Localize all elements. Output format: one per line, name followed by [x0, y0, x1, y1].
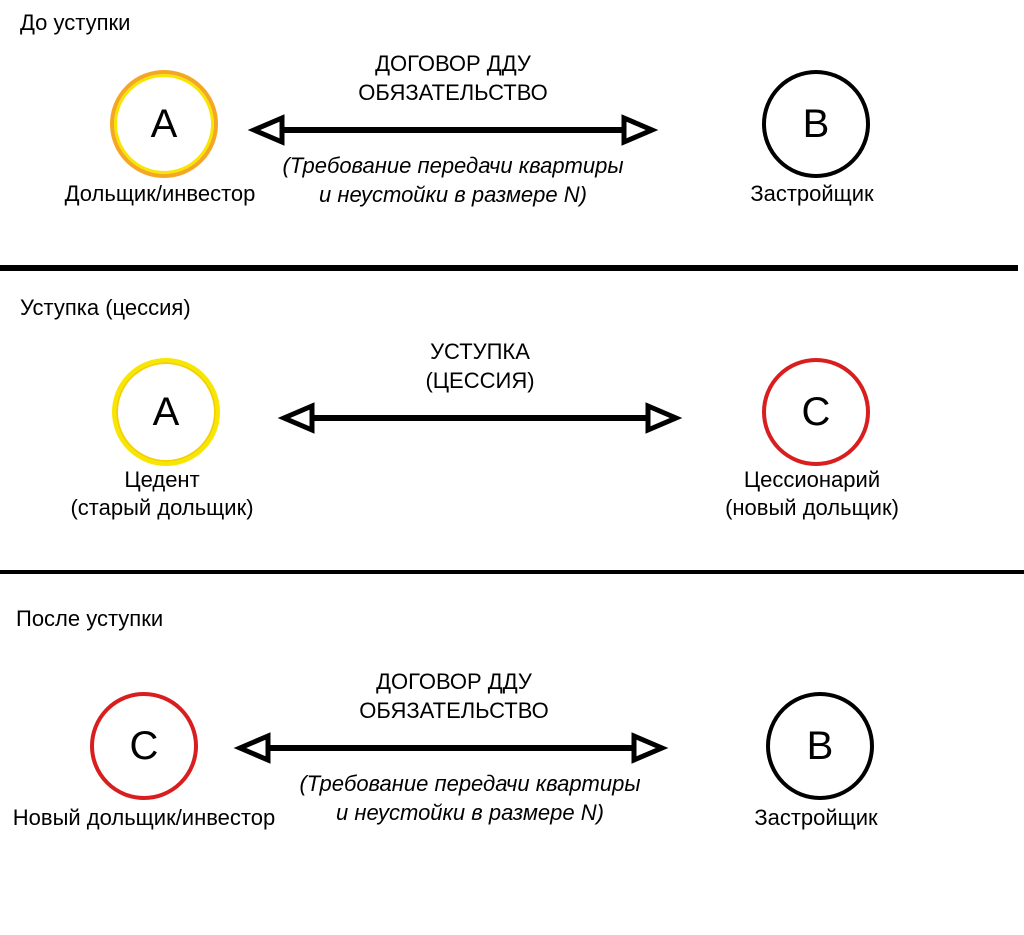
- node-a-cession: A: [112, 358, 220, 466]
- node-b-label-before: Застройщик: [712, 180, 912, 208]
- node-b-label-after: Застройщик: [716, 804, 916, 832]
- node-a-letter-2: A: [153, 390, 180, 435]
- node-b-letter: B: [803, 102, 830, 147]
- double-arrow-after: [236, 728, 666, 768]
- node-c-label-after: Новый дольщик/инвестор: [4, 804, 284, 832]
- diagram-canvas: До уступки A Дольщик/инвестор B Застройщ…: [0, 0, 1024, 935]
- node-a-letter: A: [151, 102, 178, 147]
- arrow-top-before: ДОГОВОР ДДУ ОБЯЗАТЕЛЬСТВО: [280, 50, 626, 107]
- node-c-letter-2: C: [130, 724, 159, 769]
- node-c-after: C: [90, 692, 198, 800]
- arrow-top-cession: УСТУПКА (ЦЕССИЯ): [330, 338, 630, 395]
- section-title-before: До уступки: [20, 10, 130, 36]
- node-b-letter-2: B: [807, 724, 834, 769]
- node-a-label-cession: Цедент (старый дольщик): [52, 466, 272, 521]
- node-c-letter: C: [802, 390, 831, 435]
- node-a-label-before: Дольщик/инвестор: [60, 180, 260, 208]
- arrow-top-after: ДОГОВОР ДДУ ОБЯЗАТЕЛЬСТВО: [281, 668, 627, 725]
- node-c-cession: C: [762, 358, 870, 466]
- node-b-after: B: [766, 692, 874, 800]
- node-b-before: B: [762, 70, 870, 178]
- node-a-before: A: [110, 70, 218, 178]
- section-title-after: После уступки: [16, 606, 163, 632]
- divider-1: [0, 265, 1018, 271]
- double-arrow-before: [250, 110, 656, 150]
- divider-2: [0, 570, 1024, 574]
- section-title-cession: Уступка (цессия): [20, 295, 191, 321]
- arrow-sub-before: (Требование передачи квартиры и неустойк…: [260, 152, 646, 209]
- node-c-label-cession: Цессионарий (новый дольщик): [702, 466, 922, 521]
- double-arrow-cession: [280, 398, 680, 438]
- arrow-sub-after: (Требование передачи квартиры и неустойк…: [277, 770, 663, 827]
